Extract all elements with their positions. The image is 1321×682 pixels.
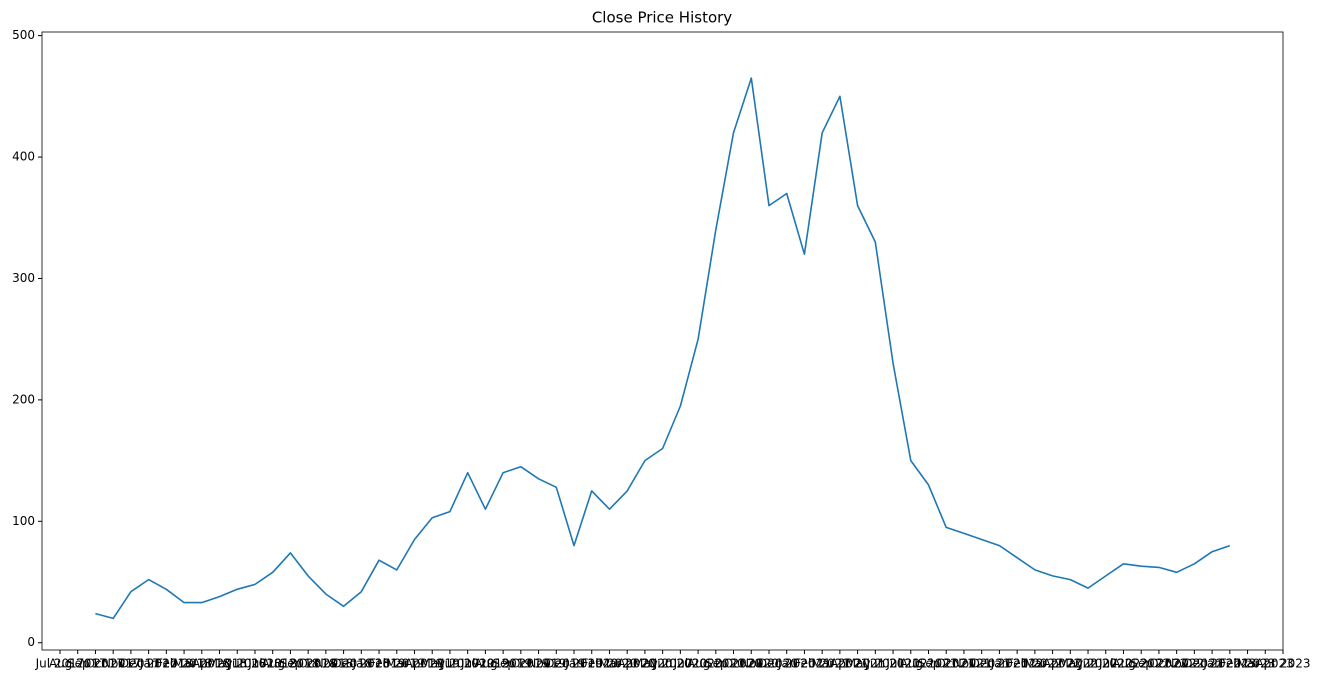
x-tick-label: Jan 2019 (352, 657, 406, 671)
x-tick-label: Mar 2021 (811, 657, 868, 671)
x-tick-label: Apr 2020 (617, 657, 672, 671)
x-tick-label: Aug 2022 (1112, 657, 1170, 671)
x-tick-label: Sep 2021 (918, 657, 975, 671)
x-tick-label: Mar 2019 (386, 657, 443, 671)
x-tick-label: Dec 2019 (545, 657, 603, 671)
price-line (95, 77, 1231, 620)
x-tick-label: Sep 2020 (705, 657, 762, 671)
y-tick-label: 500 (12, 28, 35, 42)
x-tick-label: Jun 2019 (440, 657, 494, 671)
x-tick-label: Oct 2017 (86, 657, 141, 671)
x-tick-label: Feb 2018 (156, 657, 212, 671)
x-tick-label: Jul 2018 (247, 657, 297, 671)
x-tick-label: Dec 2018 (333, 657, 391, 671)
x-tick-label: May 2019 (420, 657, 479, 671)
x-tick-label: Jun 2018 (227, 657, 281, 671)
x-tick-label: Nov 2019 (527, 657, 585, 671)
x-tick-label: Jan 2022 (990, 657, 1044, 671)
x-tick-label: Feb 2019 (369, 657, 425, 671)
x-tick-label: May 2021 (846, 657, 905, 671)
x-tick-label: Mar 2022 (1024, 657, 1081, 671)
x-tick-label: Aug 2019 (474, 657, 532, 671)
x-tick-label: Aug 2021 (900, 657, 958, 671)
x-tick-label: Jul 2017 (35, 657, 85, 671)
x-tick-label: Feb 2023 (1220, 657, 1276, 671)
y-tick-label: 400 (12, 150, 35, 164)
y-tick-label: 200 (12, 392, 35, 406)
x-tick-label: Jan 2018 (139, 657, 193, 671)
x-tick-label: Jun 2021 (866, 657, 920, 671)
x-tick-label: Oct 2018 (298, 657, 353, 671)
x-tick-label: Jul 2020 (673, 657, 723, 671)
x-tick-label: Mar 2018 (173, 657, 230, 671)
x-tick-label: Jul 2022 (1098, 657, 1148, 671)
x-tick-label: Nov 2021 (953, 657, 1011, 671)
x-tick-label: Sep 2019 (492, 657, 549, 671)
y-tick-label: 0 (27, 635, 35, 649)
plot-frame (41, 31, 1284, 651)
x-tick-label: Apr 2021 (830, 657, 885, 671)
x-tick-label: Oct 2022 (1149, 657, 1204, 671)
x-tick-label: Feb 2020 (582, 657, 638, 671)
x-tick-label: Jun 2020 (653, 657, 707, 671)
x-tick-label: Dec 2017 (120, 657, 178, 671)
x-tick-label: Sep 2018 (280, 657, 337, 671)
x-tick-label: May 2018 (208, 657, 267, 671)
y-tick-label: 300 (12, 271, 35, 285)
x-tick-label: Sep 2022 (1130, 657, 1187, 671)
x-tick-label: Dec 2021 (971, 657, 1029, 671)
x-tick-label: Nov 2022 (1165, 657, 1223, 671)
x-tick-label: Jul 2019 (460, 657, 510, 671)
x-tick-label: Nov 2017 (102, 657, 160, 671)
x-tick-label: Apr 2019 (405, 657, 460, 671)
x-tick-label: Feb 2021 (794, 657, 850, 671)
x-tick-label: Oct 2021 (936, 657, 991, 671)
x-tick-label: Apr 2018 (192, 657, 247, 671)
x-tick-label: Oct 2019 (511, 657, 566, 671)
y-tick-label: 100 (12, 514, 35, 528)
x-tick-label: Dec 2020 (758, 657, 816, 671)
x-tick-label: Aug 2020 (687, 657, 745, 671)
x-tick-label: Aug 2018 (262, 657, 320, 671)
x-tick-label: Nov 2020 (740, 657, 798, 671)
x-tick-label: Sep 2017 (67, 657, 124, 671)
x-tick-label: Aug 2017 (49, 657, 107, 671)
x-tick-label: Oct 2020 (724, 657, 779, 671)
x-tick-label: Apr 2023 (1255, 657, 1310, 671)
x-tick-label: May 2022 (1058, 657, 1117, 671)
x-tick-label: Jan 2023 (1202, 657, 1256, 671)
x-tick-label: Jan 2021 (777, 657, 831, 671)
x-tick-label: Mar 2023 (1237, 657, 1294, 671)
x-tick-label: Jun 2022 (1078, 657, 1132, 671)
x-tick-label: Jan 2020 (564, 657, 618, 671)
chart-title: Close Price History (592, 9, 732, 27)
x-tick-label: May 2020 (633, 657, 692, 671)
x-tick-label: Mar 2020 (599, 657, 656, 671)
x-tick-label: Feb 2022 (1007, 657, 1063, 671)
x-tick-label: Nov 2018 (315, 657, 373, 671)
x-tick-label: Jul 2021 (885, 657, 935, 671)
x-tick-label: Apr 2022 (1043, 657, 1098, 671)
x-tick-label: Dec 2022 (1183, 657, 1241, 671)
